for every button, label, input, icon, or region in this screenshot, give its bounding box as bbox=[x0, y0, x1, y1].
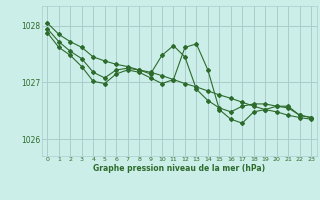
X-axis label: Graphe pression niveau de la mer (hPa): Graphe pression niveau de la mer (hPa) bbox=[93, 164, 265, 173]
